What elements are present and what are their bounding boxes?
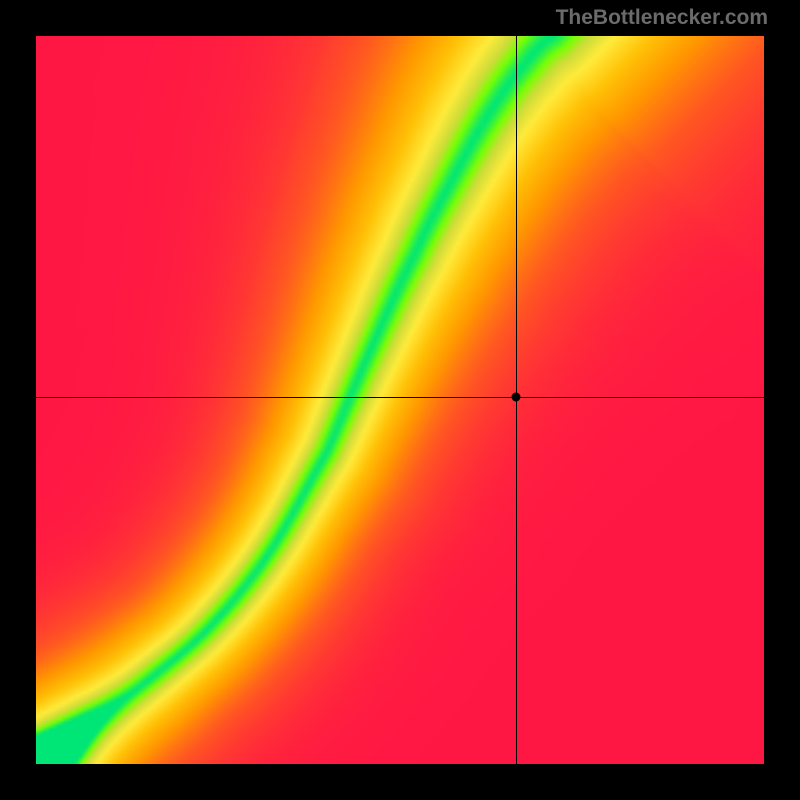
crosshair-marker <box>512 393 521 402</box>
crosshair-horizontal <box>36 397 764 398</box>
watermark-text: TheBottlenecker.com <box>556 6 768 30</box>
heatmap-canvas <box>36 36 764 764</box>
heatmap-plot <box>36 36 764 764</box>
